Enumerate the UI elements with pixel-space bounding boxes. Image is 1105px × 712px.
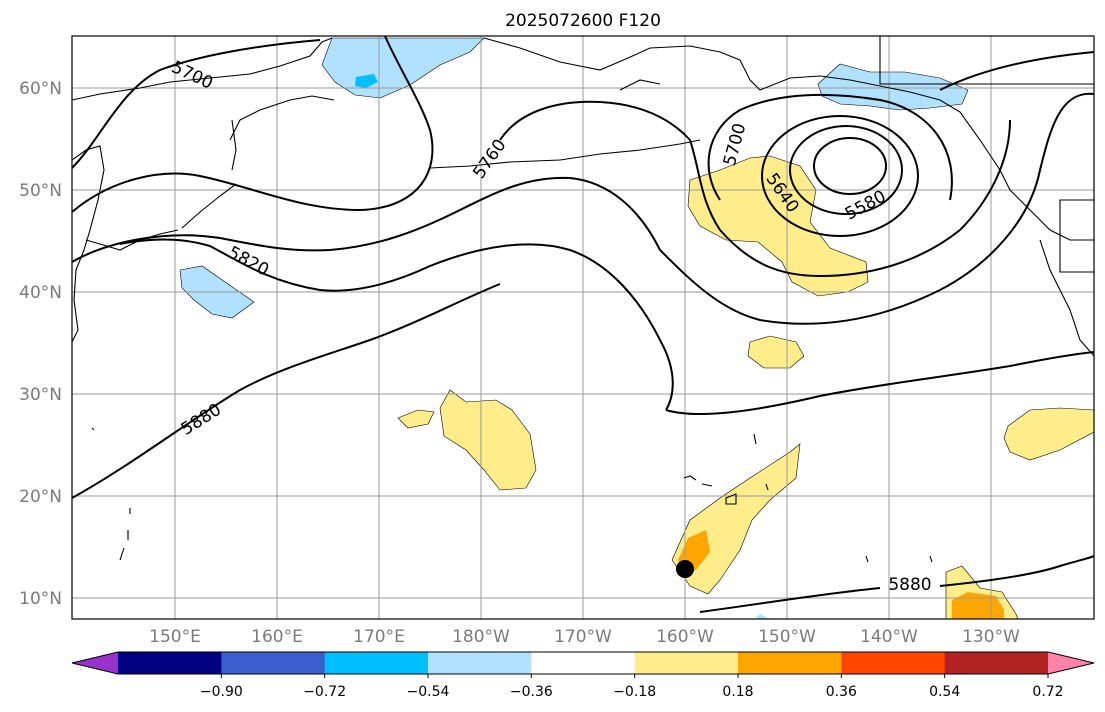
lon-label: 140°W: [860, 627, 918, 647]
gridlines: [72, 36, 1094, 619]
colorbar-segment: [118, 652, 222, 674]
map-frame: [71, 35, 1095, 620]
contour-label-5880-south: 5880: [888, 575, 931, 595]
colorbar-tick-label: −0.18: [613, 684, 656, 700]
positive-anomaly-gulf: [687, 155, 869, 297]
height-contours: [72, 36, 1094, 613]
positive-anomaly-small: [747, 335, 805, 369]
location-marker: [676, 560, 694, 578]
colorbar-segment: [324, 652, 429, 674]
lat-label: 50°N: [19, 181, 62, 201]
lat-label: 40°N: [19, 283, 62, 303]
colorbar-tick-label: 0.18: [722, 684, 753, 700]
longitude-labels: 150°E 160°E 170°E 180°W 170°W 160°W 150°…: [149, 627, 1020, 647]
colorbar-segment: [634, 652, 739, 674]
negative-anomaly-south: [754, 614, 770, 619]
map-title: 2025072600 F120: [505, 11, 661, 31]
colorbar-tick-label: 0.72: [1032, 684, 1063, 700]
colorbar-segment: [428, 652, 532, 674]
colorbar: −0.90 −0.72 −0.54 −0.36 −0.18 0.18 0.36 0.54 0.7…: [71, 651, 1095, 700]
negative-anomaly-alaska: [817, 63, 969, 111]
positive-anomaly-east: [1003, 407, 1094, 461]
colorbar-segment: [841, 652, 946, 674]
positive-anomaly-central: [439, 389, 537, 491]
lat-label: 20°N: [19, 487, 62, 507]
colorbar-extend-left: [72, 652, 118, 674]
colorbar-extend-right: [1048, 652, 1094, 674]
colorbar-tick-label: 0.36: [826, 684, 857, 700]
colorbar-tick-label: −0.90: [200, 684, 243, 700]
coastlines: [72, 36, 1094, 563]
map-area: [72, 36, 1094, 619]
colorbar-tick-label: −0.54: [407, 684, 450, 700]
colorbar-tick-label: −0.72: [303, 684, 346, 700]
lat-label: 60°N: [19, 79, 62, 99]
colorbar-tick-label: −0.36: [510, 684, 553, 700]
lat-label: 10°N: [19, 589, 62, 609]
lon-label: 150°E: [149, 627, 201, 647]
strong-negative-anomaly: [355, 74, 378, 88]
latitude-labels: 60°N 50°N 40°N 30°N 20°N 10°N: [19, 79, 62, 609]
colorbar-outline: [71, 651, 1095, 675]
colorbar-segment: [531, 652, 636, 674]
lon-label: 150°W: [758, 627, 816, 647]
lon-label: 180°W: [452, 627, 510, 647]
colorbar-segment: [738, 652, 842, 674]
lon-label: 130°W: [962, 627, 1020, 647]
anomaly-fills: [179, 37, 1094, 619]
lat-label: 30°N: [19, 385, 62, 405]
colorbar-segment: [944, 652, 1049, 674]
lon-label: 160°W: [656, 627, 714, 647]
lon-label: 170°W: [554, 627, 612, 647]
positive-anomaly-tiny: [397, 409, 435, 429]
colorbar-tick-label: 0.54: [929, 684, 960, 700]
colorbar-segment: [221, 652, 326, 674]
lon-label: 170°E: [353, 627, 405, 647]
lon-label: 160°E: [251, 627, 303, 647]
